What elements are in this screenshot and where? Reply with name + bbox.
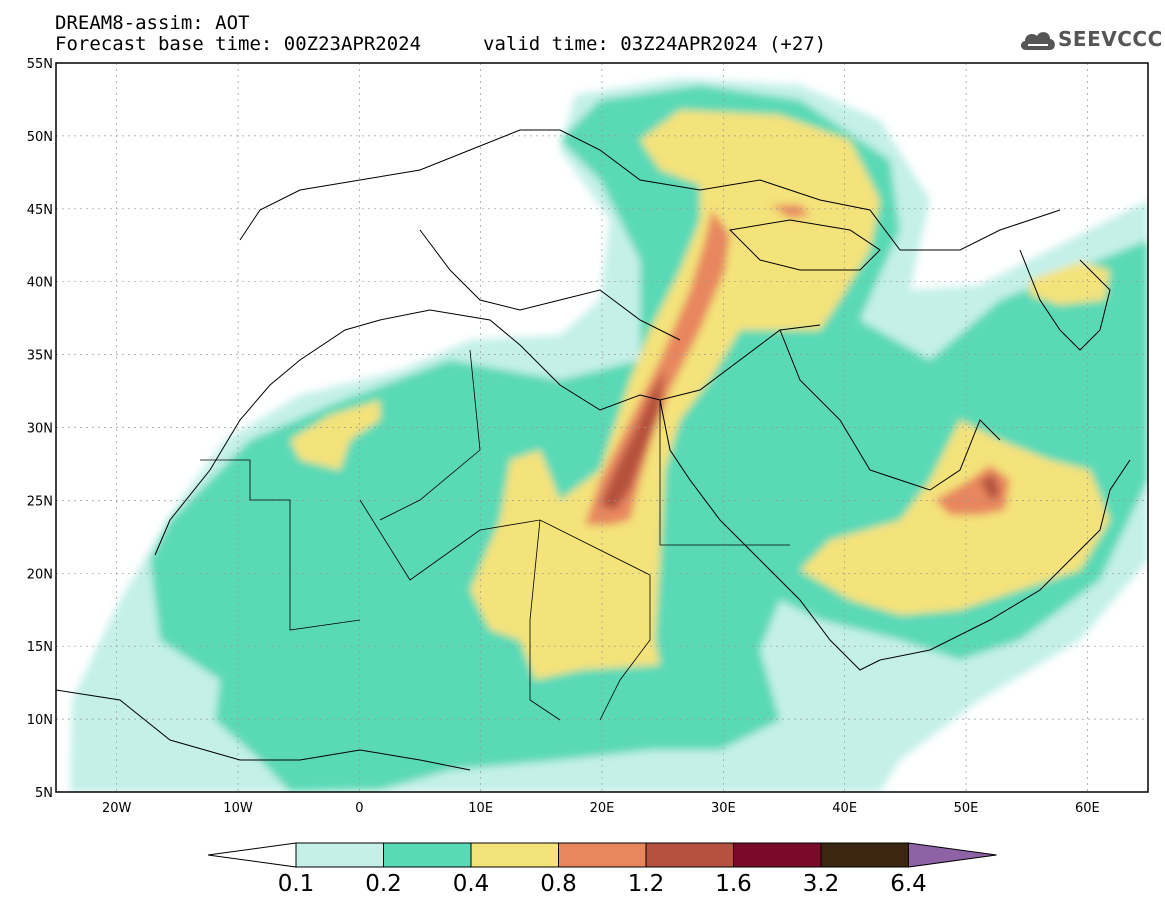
cloud-icon — [1020, 32, 1055, 50]
lat-tick-label: 40N — [27, 276, 53, 291]
colorbar-tick-label: 0.8 — [540, 871, 577, 897]
colorbar-tick-label: 0.2 — [365, 871, 402, 897]
colorbar-bin — [820, 842, 909, 868]
lon-tick-label: 20E — [590, 801, 615, 816]
colorbar-labels: 0.1 0.2 0.4 0.8 1.2 1.6 3.2 6.4 — [278, 871, 927, 897]
lat-tick-label: 20N — [27, 567, 53, 582]
lon-tick-label: 40E — [832, 801, 857, 816]
country-borders — [200, 349, 790, 721]
map-frame — [55, 62, 1149, 793]
colorbar-tick-label: 0.4 — [453, 871, 490, 897]
colorbar-tick-label: 0.1 — [278, 871, 315, 897]
lat-tick-label: 5N — [35, 786, 53, 801]
colorbar-bin — [733, 842, 822, 868]
lon-tick-label: 30E — [711, 801, 736, 816]
aot-contour-0.4-east — [800, 420, 1110, 615]
colorbar-tick-label: 1.6 — [715, 871, 752, 897]
forecast-base-time: Forecast base time: 00Z23APR2024 — [55, 33, 422, 55]
logo-text: SEEVCCC — [1058, 27, 1163, 51]
lat-tick-label: 25N — [27, 494, 53, 509]
valid-time: valid time: 03Z24APR2024 (+27) — [483, 33, 827, 55]
lon-tick-label: 50E — [954, 801, 979, 816]
colorbar — [207, 842, 997, 868]
lat-tick-label: 35N — [27, 349, 53, 364]
aot-contour-0.4-central — [470, 110, 880, 680]
aot-contour-1.2-gulf — [980, 475, 1000, 500]
lat-tick-label: 15N — [27, 640, 53, 655]
lon-tick-label: 10W — [223, 801, 253, 816]
colorbar-tick-label: 1.2 — [628, 871, 665, 897]
colorbar-bin — [645, 842, 734, 868]
lon-tick-label: 20W — [102, 801, 132, 816]
colorbar-min-arrow — [207, 842, 297, 868]
graticule — [56, 63, 1148, 792]
colorbar-tick-label: 3.2 — [803, 871, 840, 897]
lon-tick-label: 60E — [1075, 801, 1100, 816]
colorbar-tick-label: 6.4 — [890, 871, 927, 897]
seevccc-logo: SEEVCCC — [1018, 24, 1162, 56]
colorbar-bin — [558, 842, 647, 868]
aot-contour-0.4-caspian — [1030, 262, 1110, 305]
lat-tick-label: 50N — [27, 130, 53, 145]
aot-contour-1.2 — [600, 370, 665, 510]
colorbar-max-arrow — [908, 842, 997, 868]
colorbar-bin — [470, 842, 559, 868]
coastlines — [56, 129, 1131, 771]
lon-tick-label: 0 — [355, 801, 363, 816]
latitude-labels: 5N 10N 15N 20N 25N 30N 35N 40N 45N 50N 55N — [27, 57, 53, 801]
lon-tick-label: 10E — [468, 801, 493, 816]
lat-tick-label: 55N — [27, 57, 53, 72]
aot-contour-0.4-west — [290, 400, 380, 470]
aot-contour-0.8 — [585, 210, 730, 525]
aot-contour-0.8-blacksea — [770, 205, 810, 218]
colorbar-bin — [383, 842, 472, 868]
lat-tick-label: 10N — [27, 713, 53, 728]
lat-tick-label: 45N — [27, 203, 53, 218]
lat-tick-label: 30N — [27, 422, 53, 437]
map-title: DREAM8-assim: AOT — [55, 12, 250, 34]
colorbar-bin — [295, 842, 384, 868]
longitude-labels: 20W 10W 0 10E 20E 30E 40E 50E 60E — [102, 801, 1100, 816]
